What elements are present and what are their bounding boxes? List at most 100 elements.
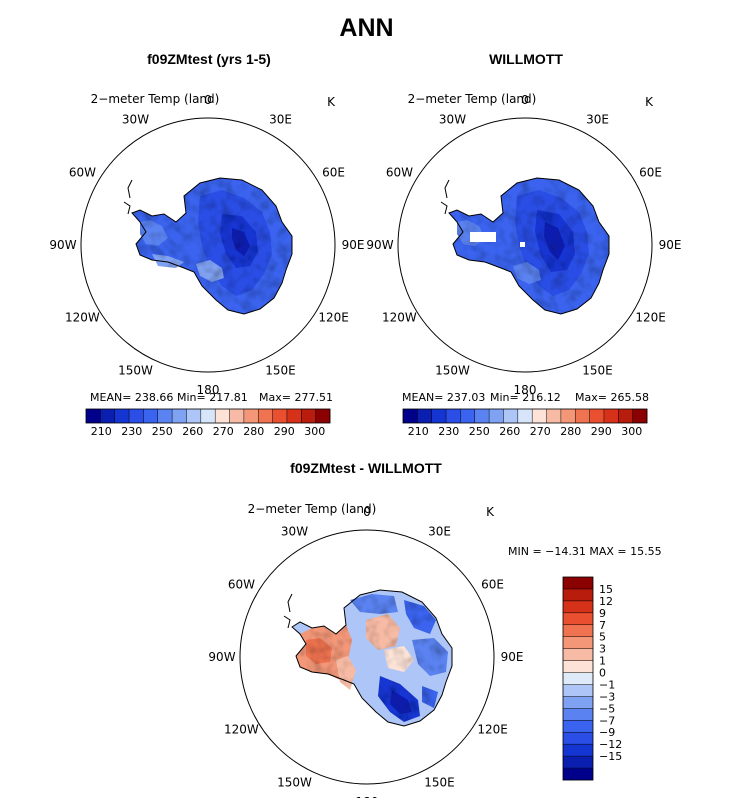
colorbar-swatch — [563, 696, 593, 709]
lon-label: 30E — [428, 524, 451, 538]
colorbar-frame — [562, 576, 594, 781]
colorbar-swatch — [474, 409, 490, 423]
colorbar-swatch — [563, 744, 593, 757]
map-boundary-circle — [239, 529, 495, 785]
lon-label: 60E — [639, 166, 662, 180]
colorbar-swatch — [172, 409, 187, 423]
colorbar-tick-label: −15 — [599, 750, 622, 763]
colorbar-swatch — [100, 409, 115, 423]
colorbar-tick-label: −3 — [599, 690, 615, 703]
lon-label: 0 — [363, 505, 371, 519]
lon-label: 30W — [281, 524, 308, 538]
colorbar-tick-label: −5 — [599, 702, 615, 715]
colorbar-tick-label: 260 — [182, 425, 203, 438]
colorbar-swatch — [258, 409, 273, 423]
colorbar-swatch — [215, 409, 230, 423]
lon-labels: 0 30E 60E 90E 120E 150E 180 150W 120W 90W 60W 30W — [366, 93, 681, 397]
lon-label: 120E — [635, 311, 666, 325]
lon-label: 0 — [204, 93, 212, 107]
colorbar-tick-label: 290 — [274, 425, 295, 438]
colorbar-tick-label: 230 — [121, 425, 142, 438]
colorbar-swatch — [563, 720, 593, 733]
colorbar-swatch — [272, 409, 288, 423]
lon-label: 30E — [269, 112, 292, 126]
panel-title-diff: f09ZMtest - WILLMOTT — [290, 460, 442, 476]
colorbar-swatch — [157, 409, 173, 423]
lon-label: 30W — [122, 112, 149, 126]
lon-label: 0 — [521, 93, 529, 107]
colorbar-tick-label: 230 — [438, 425, 459, 438]
colorbar-tick-label: −12 — [599, 738, 622, 751]
colorbar-swatch — [517, 409, 533, 423]
colorbar-swatch — [575, 409, 590, 423]
units-label: K — [327, 95, 336, 109]
panel-title-model: f09ZMtest (yrs 1-5) — [147, 51, 271, 67]
units-label: K — [486, 505, 495, 519]
lon-label: 150W — [118, 364, 153, 378]
colorbar-swatch — [86, 409, 101, 423]
lon-label: 120W — [224, 723, 259, 737]
colorbar-swatch — [403, 409, 418, 423]
colorbar-swatch — [563, 588, 593, 602]
colorbar-tick-label: 290 — [591, 425, 612, 438]
colorbar-swatch — [563, 648, 593, 661]
field-label: 2−meter Temp (land) — [408, 92, 537, 106]
colorbar-tick-label: 280 — [560, 425, 581, 438]
stat-mean: MEAN= 237.03 — [402, 391, 485, 404]
colorbar-tick-label: 210 — [91, 425, 112, 438]
stat-max: Max= 265.58 — [575, 391, 649, 404]
colorbar-swatch — [186, 409, 202, 423]
lon-label: 150E — [582, 364, 613, 378]
lon-label: 150E — [265, 364, 296, 378]
colorbar-tick-label: 250 — [152, 425, 173, 438]
colorbar-swatch — [563, 708, 593, 721]
antarctica-field — [440, 177, 610, 315]
colorbar-tick-label: 0 — [599, 667, 606, 680]
colorbar-swatch — [563, 577, 593, 590]
lon-label: 120E — [318, 311, 349, 325]
colorbar-swatch — [563, 756, 593, 769]
colorbar-swatch — [129, 409, 144, 423]
colorbar-swatch — [503, 409, 519, 423]
missing-data — [520, 242, 525, 247]
map-panel-obs: 2−meter Temp (land) K 0 30E 60E 90E 120E 150E… — [366, 92, 681, 438]
colorbar-swatch — [301, 409, 316, 423]
lon-label: 60W — [69, 166, 96, 180]
lon-label: 180 — [514, 383, 537, 397]
colorbar-swatch — [632, 409, 648, 423]
colorbar-swatch — [431, 409, 447, 423]
colorbar-tick-label: −7 — [599, 714, 615, 727]
colorbar-swatch — [563, 636, 593, 649]
colorbar-tick-label: 300 — [304, 425, 325, 438]
colorbar-tick-label: 15 — [599, 583, 613, 596]
lon-label: 180 — [356, 795, 379, 798]
lon-label: 90E — [659, 238, 682, 252]
colorbar-tick-label: −9 — [599, 726, 615, 739]
colorbar-swatch — [229, 409, 245, 423]
lon-label: 120W — [382, 311, 417, 325]
colorbar-swatch — [563, 660, 593, 673]
stat-max: Max= 277.51 — [259, 391, 333, 404]
colorbar-swatch — [114, 409, 130, 423]
colorbar-tick-label: 210 — [408, 425, 429, 438]
lon-label: 150W — [277, 776, 312, 790]
field-label: 2−meter Temp (land) — [248, 502, 377, 516]
map-panel-diff: 2−meter Temp (land) K 0 30E 60E 90E 120E 150E… — [208, 502, 661, 798]
colorbar-frame — [402, 408, 648, 424]
colorbar-swatch — [446, 409, 461, 423]
colorbar-swatch — [315, 409, 331, 423]
lon-labels: 0 30E 60E 90E 120E 150E 180 150W 120W 90W 60W 30W — [49, 93, 364, 397]
lon-label: 30E — [586, 112, 609, 126]
colorbar-tick-label: 250 — [469, 425, 490, 438]
colorbar-tick-label: 300 — [621, 425, 642, 438]
colorbar-swatch — [460, 409, 476, 423]
antarctica-field — [283, 589, 453, 727]
lon-label: 120W — [65, 311, 100, 325]
colorbar-tick-label: 5 — [599, 631, 606, 644]
stat-min: Min= 216.12 — [490, 391, 561, 404]
colorbar-swatch — [603, 409, 619, 423]
colorbar: 210 230 250 260 270 280 290 300 — [402, 408, 648, 438]
units-label: K — [645, 95, 654, 109]
map-panel-model: 2−meter Temp (land) K 0 30E 60E 90E 120E 150E… — [49, 92, 364, 438]
